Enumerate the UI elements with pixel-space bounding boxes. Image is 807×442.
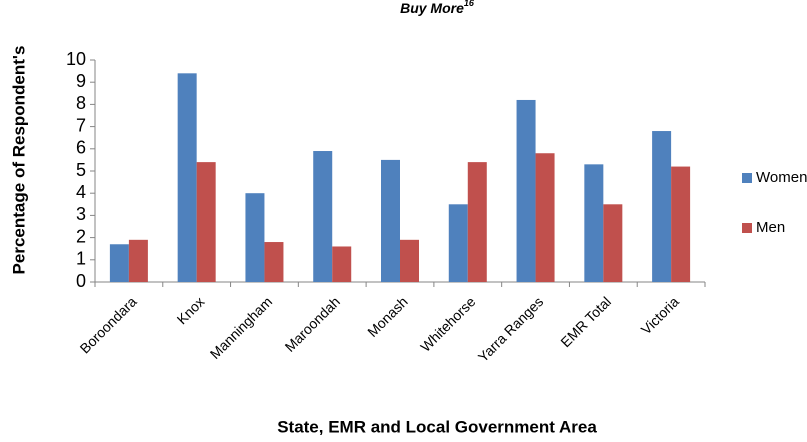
bar	[196, 162, 216, 282]
bar	[671, 166, 691, 282]
x-tick-label: Knox	[174, 293, 208, 327]
x-axis-title: State, EMR and Local Government Area	[277, 417, 597, 436]
y-tick-label: 1	[76, 249, 86, 269]
bar	[313, 151, 333, 282]
bar	[109, 244, 129, 282]
y-tick-label: 2	[76, 226, 86, 246]
legend-swatch	[742, 173, 752, 183]
y-tick-label: 7	[76, 115, 86, 135]
bar	[448, 204, 468, 282]
x-tick-label: EMR Total	[557, 293, 614, 350]
bar	[584, 164, 604, 282]
bar	[264, 242, 284, 282]
y-tick-label: 0	[76, 271, 86, 291]
x-tick-label: Boroondara	[77, 293, 140, 356]
bar	[535, 153, 555, 282]
y-tick-label: 6	[76, 138, 86, 158]
bar	[467, 162, 487, 282]
y-tick-label: 9	[76, 71, 86, 91]
title-superscript: 16	[464, 0, 475, 8]
bar	[603, 204, 623, 282]
y-tick-label: 3	[76, 204, 86, 224]
x-tick-label: Manningham	[207, 293, 276, 362]
bar	[381, 159, 400, 282]
title-text: Buy More	[400, 0, 464, 16]
legend-swatch	[742, 223, 752, 233]
bar	[652, 131, 672, 282]
bar	[400, 239, 419, 282]
y-axis-title: Percentage of Respondent's	[9, 46, 28, 275]
x-tick-label: Maroondah	[282, 293, 343, 354]
x-tick-label: Yarra Ranges	[475, 293, 547, 365]
bar	[128, 239, 148, 282]
bar	[332, 246, 352, 282]
y-tick-label: 5	[76, 160, 86, 180]
legend-label: Men	[756, 219, 785, 236]
x-tick-label: Monash	[364, 293, 411, 340]
bar	[516, 99, 536, 283]
chart-title: Buy More16	[400, 0, 475, 16]
x-tick-label: Victoria	[638, 293, 682, 337]
y-tick-label: 8	[76, 93, 86, 113]
x-tick-label: Whitehorse	[417, 293, 479, 355]
legend-label: Women	[756, 169, 807, 186]
y-tick-label: 10	[66, 49, 86, 69]
bar	[177, 73, 197, 282]
y-tick-label: 4	[76, 182, 86, 202]
bar	[245, 193, 265, 282]
